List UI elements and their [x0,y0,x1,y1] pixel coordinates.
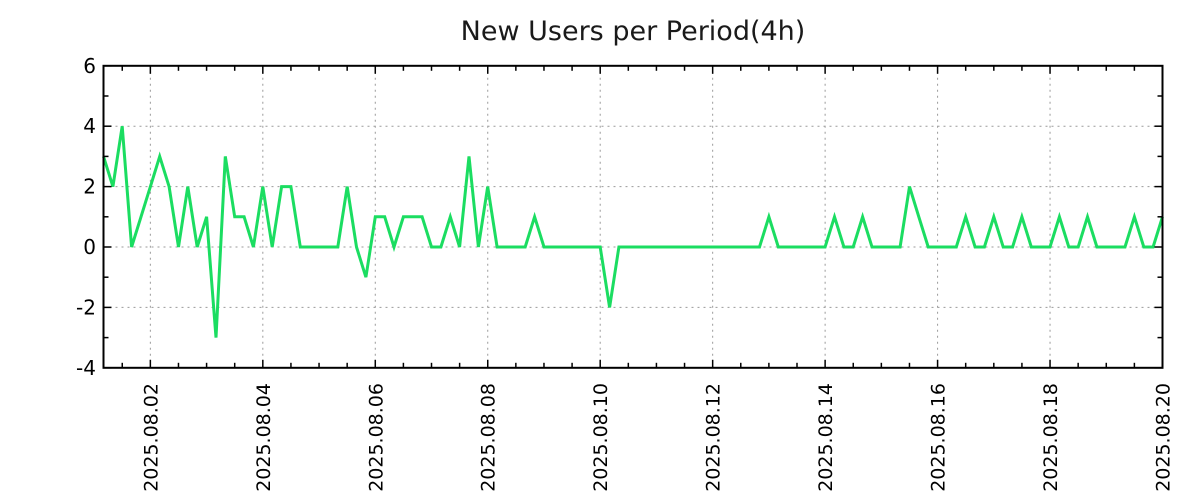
gridlines [103,65,1163,368]
chart-title: New Users per Period(4h) [461,16,806,47]
x-axis-label: 2025.08.02 [140,383,162,492]
x-axis-label: 2025.08.08 [478,383,500,492]
y-axis-label: 2 [83,175,96,199]
x-axis-label: 2025.08.14 [815,383,837,492]
x-axis-label: 2025.08.16 [928,383,950,492]
y-axis-label: -2 [76,295,96,319]
x-axis-label: 2025.08.18 [1040,383,1062,492]
series-line [102,125,1164,338]
x-axis-label: 2025.08.06 [365,383,387,492]
x-axis-label: 2025.08.20 [1153,383,1175,492]
plot-border [102,64,1164,369]
y-axis-label: 4 [83,114,96,138]
y-axis-label: 0 [83,235,96,259]
x-axis-label: 2025.08.12 [703,383,725,492]
series-line-group [102,125,1164,338]
x-axis-label: 2025.08.04 [253,383,275,492]
y-axis-label: 6 [83,54,96,78]
x-axis-tick-labels: 2025.08.02 2025.08.04 2025.08.06 2025.08.08… [140,383,1174,492]
y-axis-tick-labels: -4 -2 0 2 4 6 [76,54,96,380]
x-axis-label: 2025.08.10 [590,383,612,492]
y-axis-label: -4 [76,356,96,380]
